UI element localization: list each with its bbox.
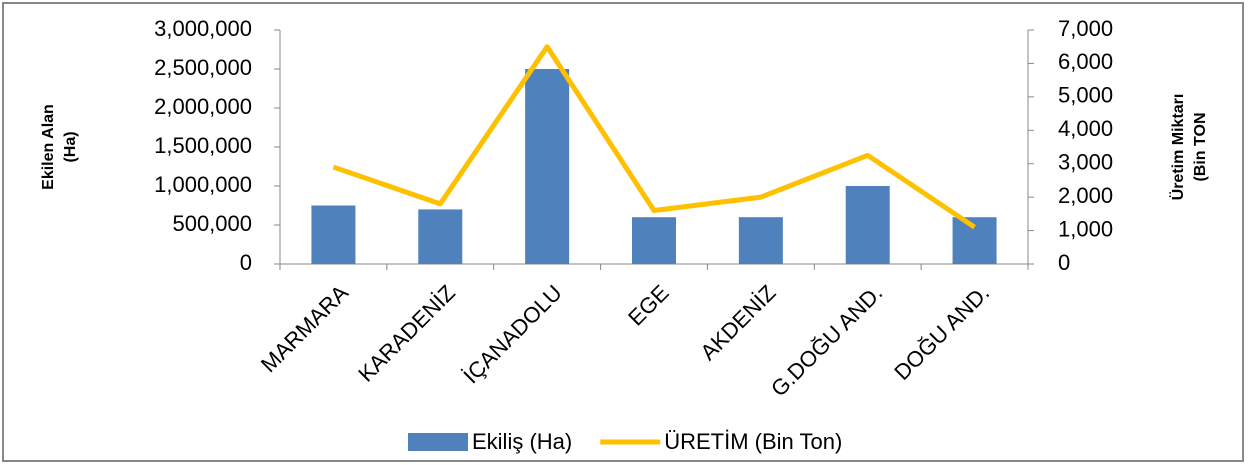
bar: [525, 69, 570, 264]
y2-tick-label: 6,000: [1058, 49, 1113, 74]
y-tick-label: 1,500,000: [154, 133, 252, 158]
bar: [845, 186, 890, 264]
y-tick-label: 500,000: [172, 211, 252, 236]
y-tick-label: 3,000,000: [154, 16, 252, 41]
bar: [418, 209, 463, 264]
y-tick-label: 1,000,000: [154, 172, 252, 197]
bar: [311, 205, 356, 264]
y2-tick-label: 5,000: [1058, 83, 1113, 108]
y-axis-title-line: (Ha): [62, 131, 79, 162]
y2-axis-title-line: Üretim Miktarı: [1168, 94, 1187, 201]
bar: [632, 217, 676, 264]
legend-swatch: [408, 433, 468, 451]
y-axis-title-line: Ekilen Alan: [40, 104, 57, 190]
line: [332, 44, 976, 230]
y-axis-title: Ekilen Alan (Ha): [40, 104, 79, 190]
y-tick-label: 0: [240, 250, 252, 275]
y2-tick-label: 0: [1058, 250, 1070, 275]
y-tick-label: 2,500,000: [154, 55, 252, 80]
y2-tick-label: 1,000: [1058, 216, 1113, 241]
legend-label: Ekiliş (Ha): [472, 429, 572, 454]
y2-tick-label: 7,000: [1058, 16, 1113, 41]
y2-tick-label: 4,000: [1058, 116, 1113, 141]
y2-tick-label: 3,000: [1058, 150, 1113, 175]
bar: [738, 217, 783, 264]
y2-axis-title: Üretim Miktarı (Bin TON: [1168, 94, 1209, 201]
y-tick-label: 2,000,000: [154, 94, 252, 119]
legend-label: ÜRETİM (Bin Ton): [664, 429, 842, 454]
y2-tick-label: 2,000: [1058, 183, 1113, 208]
y2-axis-title-line: (Bin TON: [1192, 112, 1209, 181]
